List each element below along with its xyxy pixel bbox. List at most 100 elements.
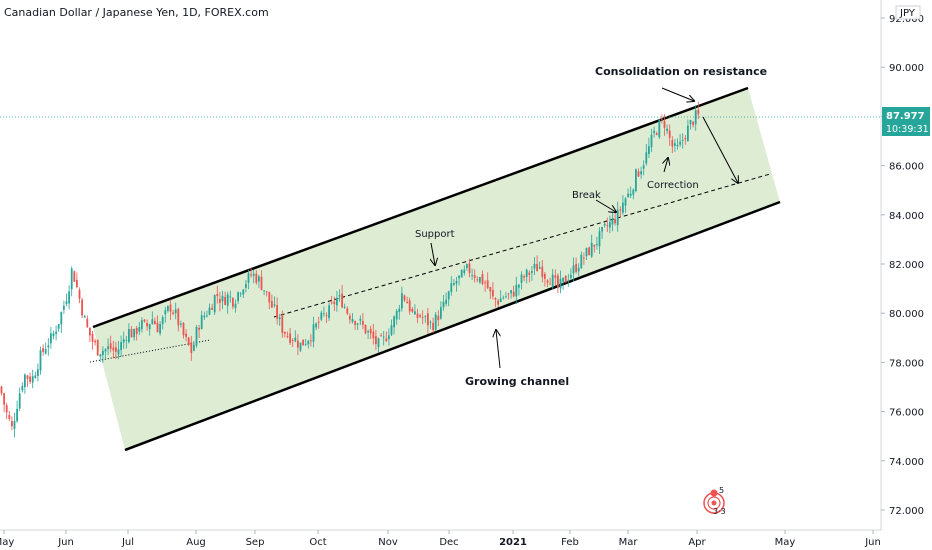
- candle-body: [70, 268, 73, 290]
- y-tick-label: 92.000: [889, 14, 924, 25]
- candle-body: [518, 284, 520, 288]
- candle-body: [99, 354, 102, 357]
- candle-body: [570, 274, 572, 279]
- candle-body: [551, 274, 554, 288]
- candle-body: [481, 274, 484, 284]
- candle-body: [164, 310, 167, 315]
- candle-body: [60, 312, 63, 325]
- annotation-consolidation: Consolidation on resistance: [595, 65, 767, 78]
- candle-body: [471, 275, 473, 277]
- candle-body: [559, 278, 562, 289]
- candle-body: [679, 141, 681, 145]
- candle-body: [408, 300, 411, 312]
- candle-body: [525, 269, 528, 277]
- candle-body: [148, 324, 151, 330]
- candle-body: [31, 376, 34, 383]
- candle-body: [65, 301, 68, 304]
- candle-body: [174, 309, 177, 314]
- candle-body: [546, 280, 549, 283]
- x-tick-label: May: [0, 537, 14, 548]
- x-tick-label: Apr: [688, 537, 706, 548]
- candle-body: [567, 280, 570, 282]
- candle-body: [429, 321, 432, 323]
- candle-body: [382, 336, 385, 338]
- candle-body: [5, 405, 8, 413]
- candle-body: [221, 295, 224, 302]
- candle-body: [11, 421, 13, 427]
- candle-body: [492, 290, 494, 297]
- candle-body: [3, 393, 5, 405]
- currency-badge: JPY: [899, 8, 916, 19]
- candle-body: [219, 299, 221, 303]
- candle-body: [328, 305, 330, 319]
- channel-lower-line[interactable]: [124, 200, 781, 452]
- candle-body: [609, 222, 611, 228]
- channel-upper-line[interactable]: [92, 86, 749, 329]
- candle-body: [187, 337, 190, 345]
- candle-body: [437, 315, 440, 321]
- candle-body: [232, 298, 234, 307]
- candle-body: [515, 284, 518, 297]
- candle-body: [380, 335, 382, 337]
- candle-body: [440, 307, 442, 319]
- candle-body: [424, 316, 427, 317]
- candle-body: [255, 273, 258, 283]
- x-tick-label: Jun: [57, 537, 74, 548]
- x-tick-label: May: [775, 537, 796, 548]
- candle-body: [234, 303, 237, 309]
- candle-body: [388, 335, 390, 339]
- candle-body: [330, 302, 333, 304]
- candle-body: [588, 247, 590, 256]
- time-axis[interactable]: May Jun Jul Aug Sep Oct Nov Dec 2021 Feb Mar Apr May…: [0, 530, 881, 548]
- x-tick-label: Nov: [378, 537, 398, 548]
- candle-body: [528, 272, 531, 275]
- price-badge: [882, 107, 930, 136]
- early-dotted-line[interactable]: [89, 339, 211, 363]
- candle-body: [24, 374, 26, 388]
- candle-body: [289, 333, 291, 343]
- candle-body: [320, 312, 323, 320]
- candle-body: [606, 225, 609, 226]
- candle-body: [640, 171, 642, 175]
- break-arrow: [595, 199, 616, 212]
- candle-body: [190, 342, 193, 353]
- candle-body: [562, 277, 564, 282]
- x-tick-label: Dec: [439, 537, 458, 548]
- candle-body: [510, 290, 512, 294]
- candle-body: [627, 193, 629, 198]
- candle-body: [112, 347, 115, 351]
- candle-body: [401, 293, 403, 309]
- candle-body: [83, 316, 86, 318]
- candle-body: [94, 340, 96, 343]
- candle-body: [13, 420, 16, 429]
- candle-body: [26, 375, 29, 379]
- candle-body: [663, 120, 666, 128]
- candle-body: [284, 331, 286, 334]
- y-tick-label: 82.000: [889, 260, 924, 271]
- candle-body: [629, 193, 632, 196]
- candle-body: [122, 339, 125, 343]
- y-tick-label: 76.000: [889, 408, 924, 419]
- candle-body: [315, 323, 317, 328]
- candle-body: [377, 338, 380, 348]
- candle-body: [102, 350, 104, 356]
- candle-body: [34, 375, 37, 378]
- candle-body: [172, 312, 174, 314]
- candle-body: [590, 242, 593, 257]
- candle-body: [297, 340, 299, 348]
- candle-body: [395, 310, 398, 320]
- candle-body: [642, 165, 645, 169]
- candle-body: [583, 257, 585, 259]
- candle-body: [208, 307, 211, 315]
- candle-body: [286, 336, 289, 337]
- candle-body: [281, 315, 284, 333]
- candle-body: [603, 223, 606, 226]
- candle-body: [427, 313, 429, 326]
- support-dashed-line[interactable]: [273, 173, 771, 318]
- candle-body: [557, 275, 559, 288]
- price-axis[interactable]: 72.000 74.000 76.000 78.000 80.000 82.000 84.0…: [881, 14, 924, 517]
- candle-body: [237, 292, 239, 302]
- candle-body: [203, 315, 206, 318]
- candle-body: [362, 320, 364, 325]
